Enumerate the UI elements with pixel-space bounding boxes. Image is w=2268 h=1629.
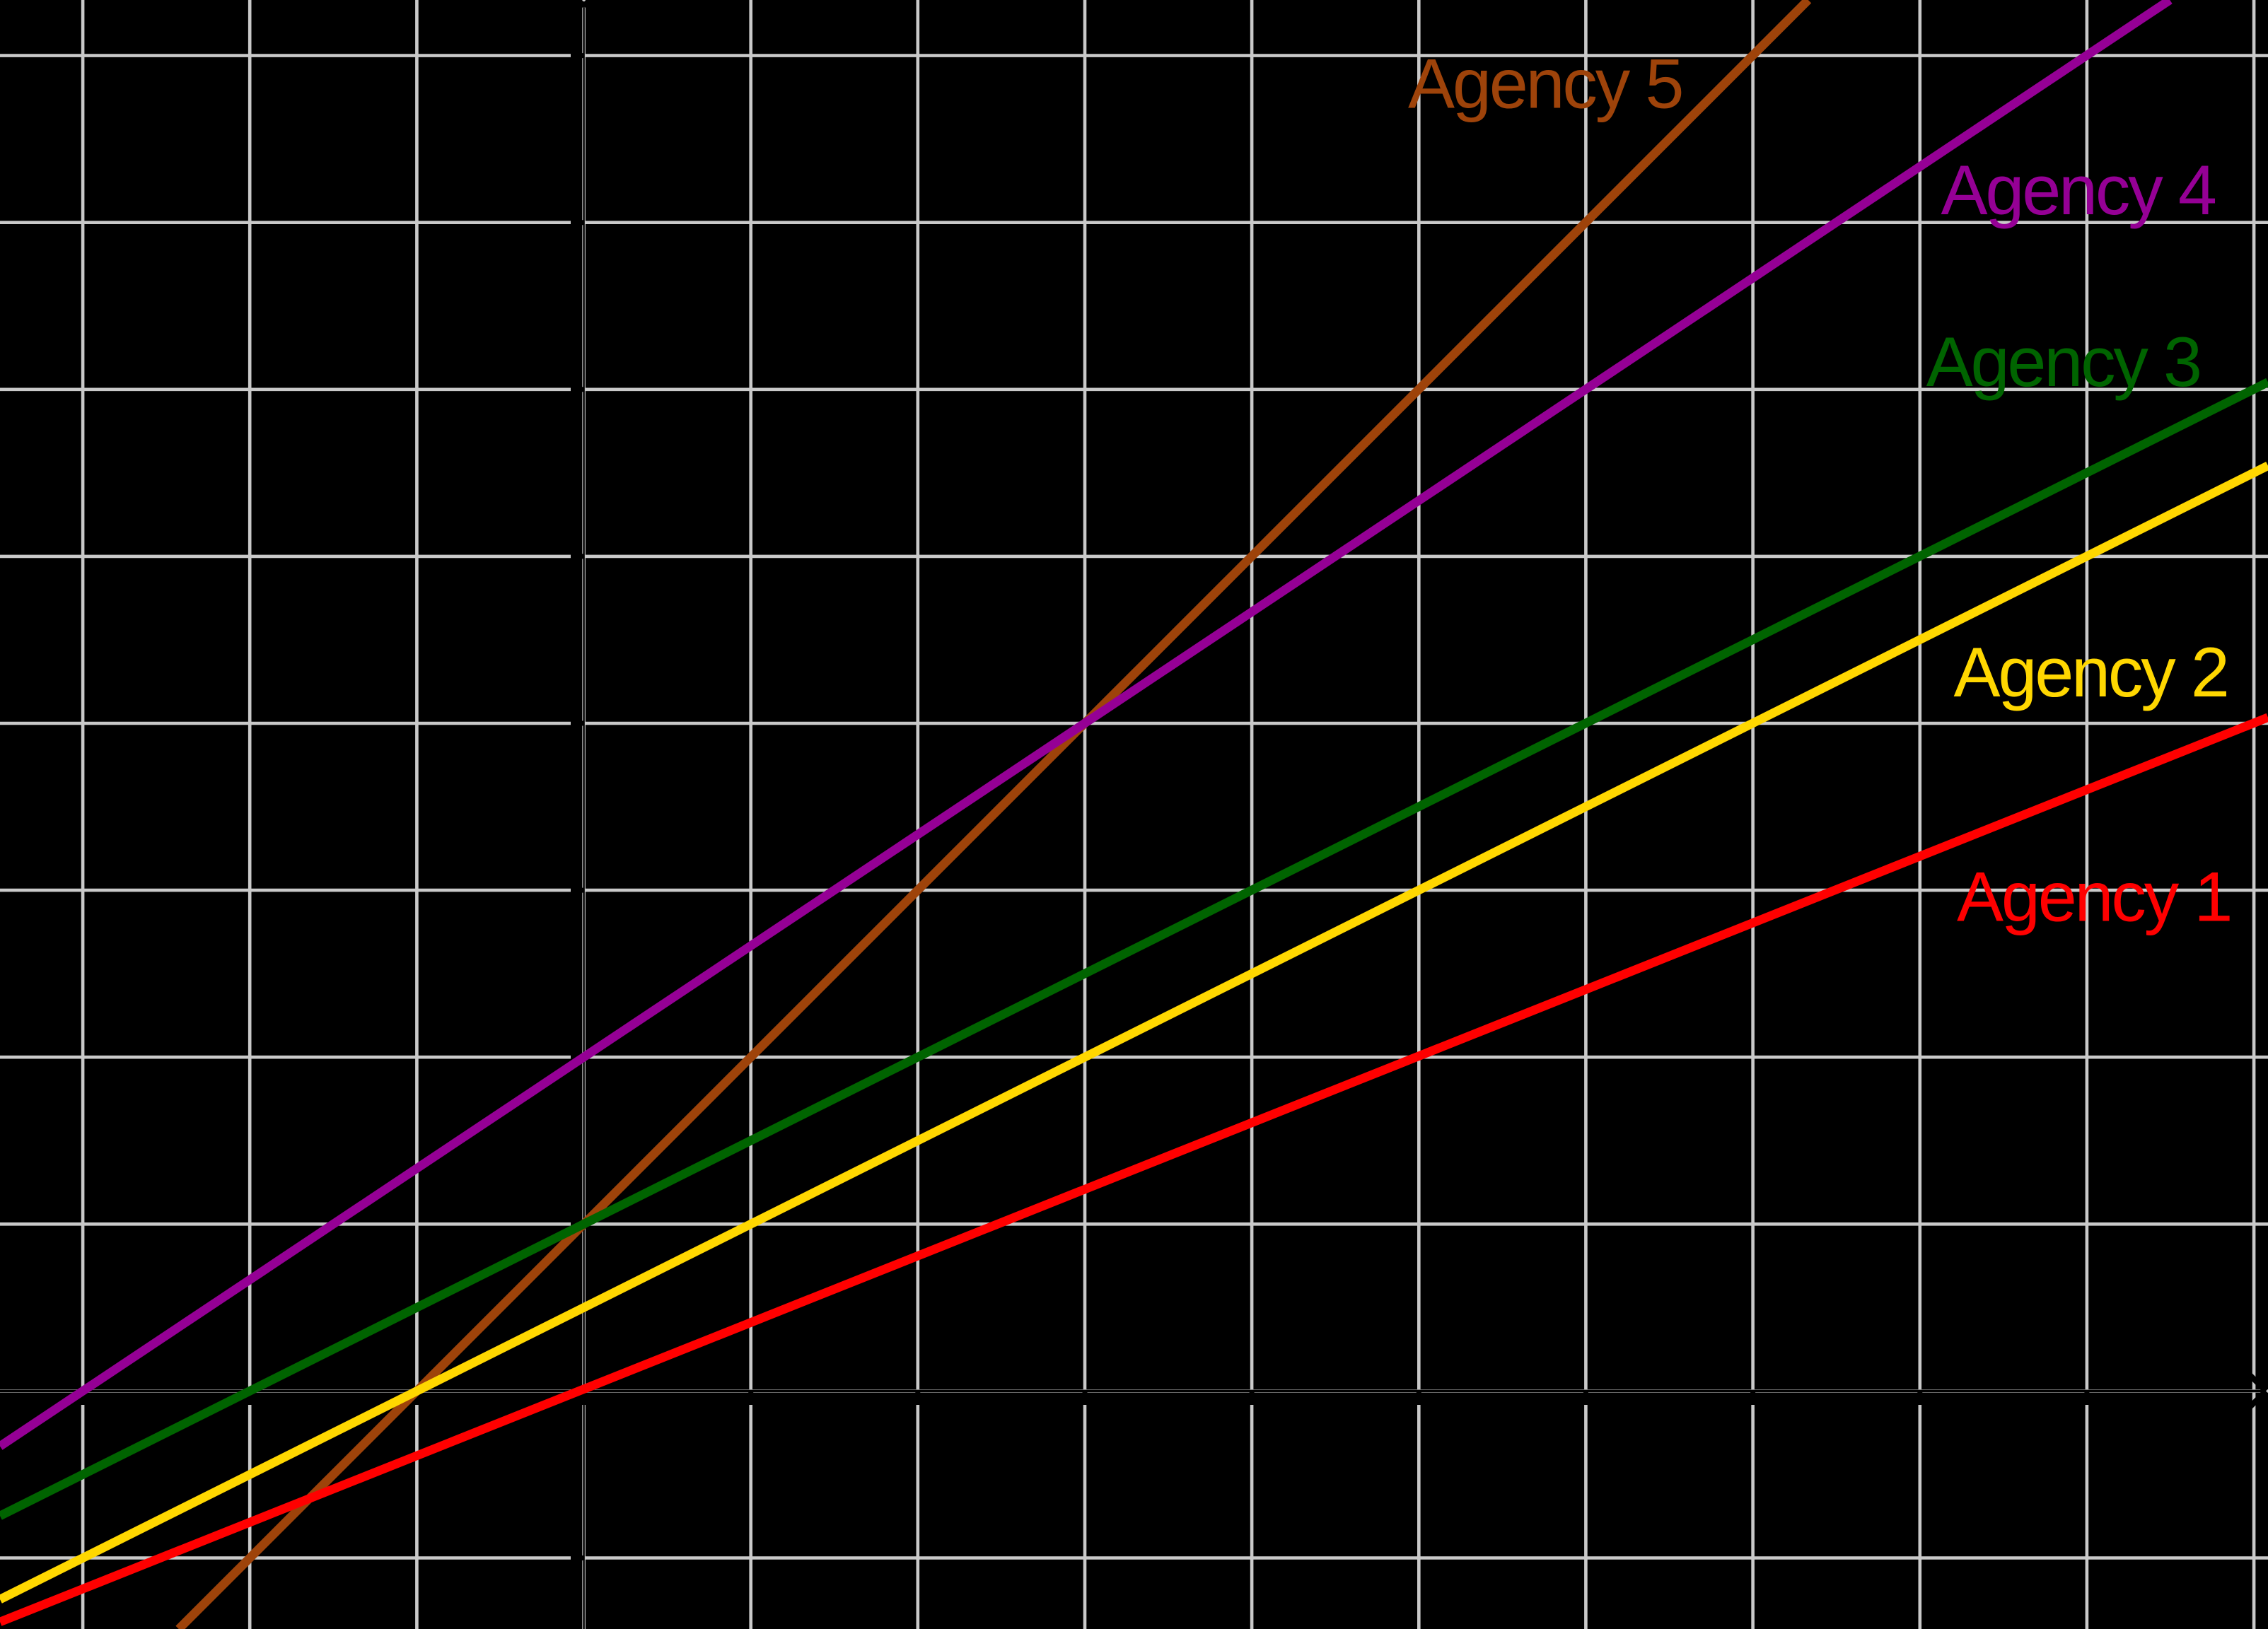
svg-text:Agency 1: Agency 1 [1957, 858, 2231, 936]
svg-text:Agency 5: Agency 5 [1408, 45, 1682, 123]
svg-text:Agency 3: Agency 3 [1926, 322, 2200, 401]
svg-text:Agency 2: Agency 2 [1954, 633, 2228, 711]
svg-text:Agency 4: Agency 4 [1941, 151, 2216, 229]
